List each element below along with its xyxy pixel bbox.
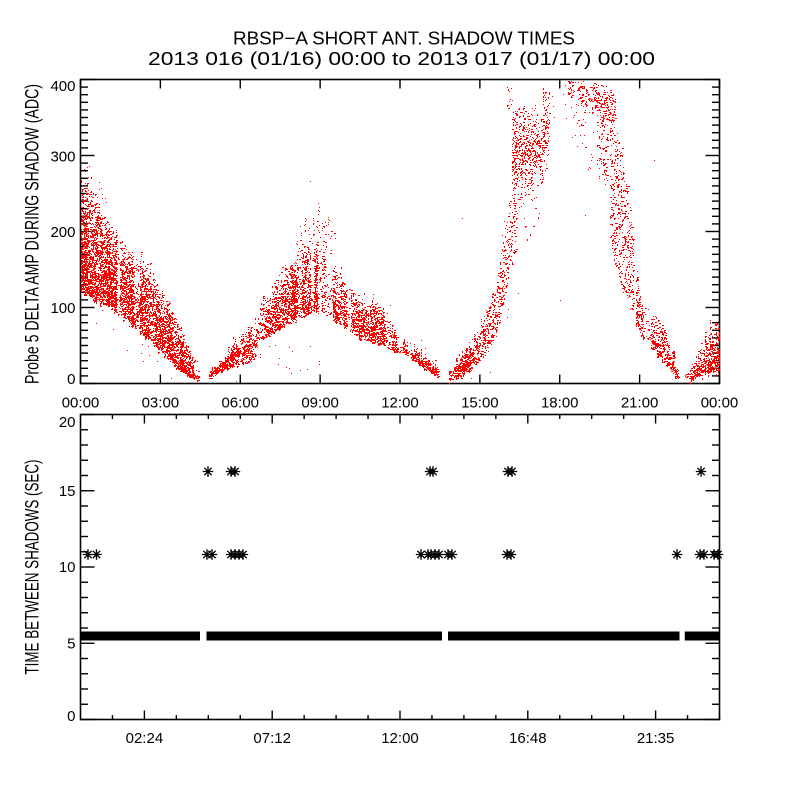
- svg-text:00:00: 00:00: [62, 395, 100, 412]
- svg-text:400: 400: [50, 78, 75, 95]
- svg-text:300: 300: [50, 149, 75, 166]
- svg-text:100: 100: [50, 300, 75, 317]
- svg-text:2013 016 (01/16) 00:00 to 2013: 2013 016 (01/16) 00:00 to 2013 017 (01/1…: [148, 48, 655, 69]
- svg-text:03:00: 03:00: [142, 395, 180, 412]
- svg-text:5: 5: [67, 636, 75, 653]
- svg-text:Probe 5 DELTA AMP DURING SHADO: Probe 5 DELTA AMP DURING SHADOW (ADC): [23, 84, 44, 384]
- svg-text:16:48: 16:48: [509, 730, 547, 747]
- svg-text:0: 0: [67, 708, 75, 725]
- svg-text:02:24: 02:24: [126, 730, 164, 747]
- svg-text:200: 200: [50, 224, 75, 241]
- svg-text:18:00: 18:00: [541, 395, 579, 412]
- svg-text:21:00: 21:00: [621, 395, 659, 412]
- svg-text:0: 0: [67, 371, 75, 388]
- svg-text:21:35: 21:35: [637, 730, 675, 747]
- svg-text:06:00: 06:00: [221, 395, 259, 412]
- svg-text:09:00: 09:00: [301, 395, 339, 412]
- svg-text:12:00: 12:00: [381, 395, 419, 412]
- svg-text:00:00: 00:00: [701, 395, 739, 412]
- svg-text:15:00: 15:00: [461, 395, 499, 412]
- svg-text:RBSP−A SHORT ANT. SHADOW TIMES: RBSP−A SHORT ANT. SHADOW TIMES: [233, 28, 575, 49]
- svg-text:TIME BETWEEN SHADOWS (SEC): TIME BETWEEN SHADOWS (SEC): [23, 460, 44, 675]
- svg-text:10: 10: [59, 559, 76, 576]
- svg-text:07:12: 07:12: [253, 730, 291, 747]
- svg-text:12:00: 12:00: [381, 730, 419, 747]
- svg-text:15: 15: [59, 483, 76, 500]
- svg-text:20: 20: [59, 414, 76, 431]
